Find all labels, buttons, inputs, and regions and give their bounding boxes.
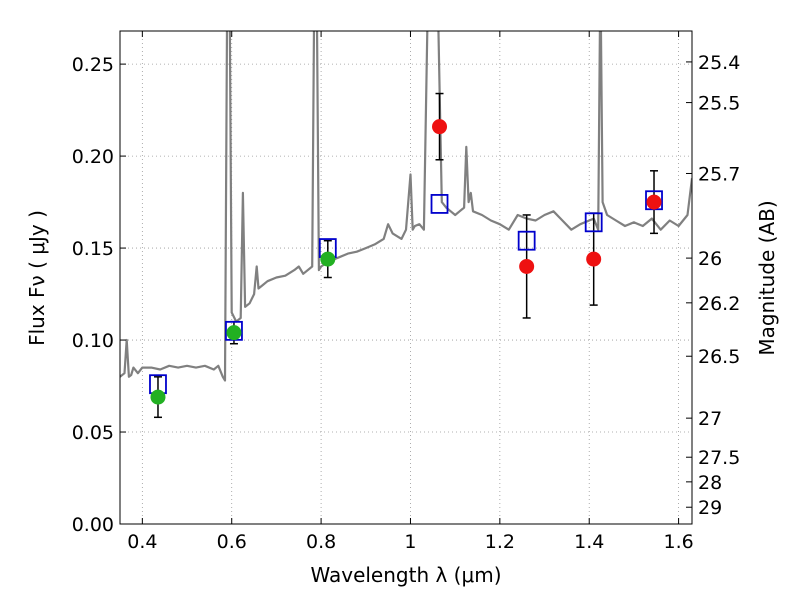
x-tick-label: 1 xyxy=(404,531,416,553)
mag-tick-label: 26.2 xyxy=(698,293,740,315)
x-tick-label: 0.6 xyxy=(217,531,247,553)
observed-point-red xyxy=(519,258,535,274)
y-tick-label: 0.10 xyxy=(72,330,114,352)
mag-tick-label: 25.5 xyxy=(698,93,740,115)
mag-tick-label: 25.7 xyxy=(698,163,740,185)
y-tick-label: 0.05 xyxy=(72,422,114,444)
observed-point-red xyxy=(646,194,662,210)
x-tick-label: 0.4 xyxy=(127,531,157,553)
mag-tick-label: 29 xyxy=(698,497,722,519)
x-axis-label: Wavelength λ (μm) xyxy=(310,563,501,587)
y-tick-label: 0.20 xyxy=(72,146,114,168)
mag-tick-label: 25.4 xyxy=(698,52,740,74)
spectrum-line xyxy=(120,31,692,382)
spectrum-layer xyxy=(120,31,692,382)
x-tick-label: 1.4 xyxy=(574,531,604,553)
observed-point-red xyxy=(432,119,448,135)
y-tick-label: 0.00 xyxy=(72,514,114,536)
plot-background xyxy=(120,31,692,524)
observed-point-green xyxy=(320,251,336,267)
y-tick-label: 0.25 xyxy=(72,54,114,76)
mag-tick-label: 26 xyxy=(698,248,722,270)
x-tick-label: 1.2 xyxy=(485,531,515,553)
tick-layer: 0.4 0.6 0.8 1 1.2 1.4 1.6 0.00 0.05 0.10 0.15 0.20 0… xyxy=(72,31,740,553)
y-tick-label: 0.15 xyxy=(72,238,114,260)
x-tick-label: 1.6 xyxy=(663,531,693,553)
observed-point-green xyxy=(226,325,242,341)
y2-axis-label: Magnitude (AB) xyxy=(755,200,779,355)
model-flux-square xyxy=(517,230,536,251)
mag-tick-label: 27 xyxy=(698,408,722,430)
mag-tick-label: 26.5 xyxy=(698,346,740,368)
model-flux-square xyxy=(584,212,603,233)
marker-layer xyxy=(149,119,663,405)
plot-frame xyxy=(119,30,693,525)
model-flux-square xyxy=(430,194,449,214)
observed-point-red xyxy=(586,251,602,267)
y-axis-label: Flux Fν ( μJy ) xyxy=(25,210,49,346)
mag-tick-label: 28 xyxy=(698,472,722,494)
observed-point-green xyxy=(150,389,166,405)
x-tick-label: 0.8 xyxy=(306,531,336,553)
mag-tick-label: 27.5 xyxy=(698,447,740,469)
